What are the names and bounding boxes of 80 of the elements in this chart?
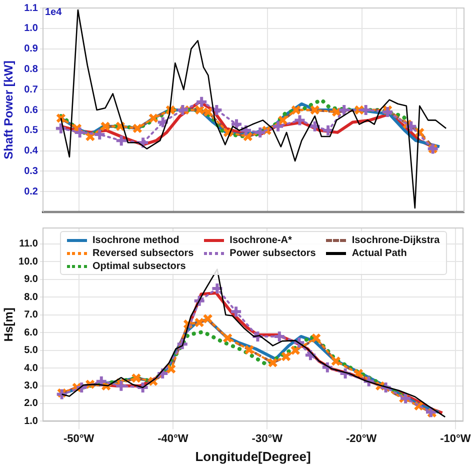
point bbox=[230, 305, 243, 318]
point bbox=[280, 351, 292, 362]
y-tick-label: 0.8 bbox=[24, 64, 38, 75]
y-tick-label: 2.0 bbox=[24, 398, 38, 410]
point bbox=[194, 317, 204, 328]
y-tick-label: 0.9 bbox=[24, 44, 38, 55]
point bbox=[55, 388, 68, 401]
legend-label: Isochrone-A* bbox=[230, 234, 292, 246]
legend-label: Optimal subsectors bbox=[92, 260, 186, 272]
y-tick-label: 5.0 bbox=[24, 345, 38, 356]
legend-label: Power subsectors bbox=[230, 248, 316, 258]
point bbox=[114, 379, 128, 392]
legend-label: Isochrone method bbox=[92, 234, 180, 246]
y-tick-label: 11.0 bbox=[19, 238, 38, 250]
y-axis-title: Shaft Power [kW] bbox=[2, 60, 16, 160]
legend-label: Isochrone-Dijkstra bbox=[352, 234, 440, 246]
y-tick-label: 8.0 bbox=[24, 292, 38, 303]
y-tick-label: 7.0 bbox=[24, 310, 38, 321]
y-tick-label: 10.0 bbox=[18, 256, 38, 268]
y-tick-label: 0.5 bbox=[24, 125, 38, 136]
legend-label: Reversed subsectors bbox=[92, 248, 194, 258]
point bbox=[272, 120, 285, 133]
point bbox=[404, 120, 418, 133]
point bbox=[100, 121, 110, 132]
point bbox=[322, 124, 335, 137]
point bbox=[148, 113, 158, 124]
line-series bbox=[74, 330, 404, 398]
y-tick-label: 0.2 bbox=[24, 186, 38, 198]
point bbox=[73, 126, 86, 139]
y-tick-label: 9.0 bbox=[24, 274, 38, 286]
y-tick-label: 6.0 bbox=[24, 327, 38, 338]
point bbox=[132, 123, 142, 134]
x-tick-label: -50°W bbox=[63, 432, 95, 445]
point bbox=[272, 330, 286, 343]
point bbox=[244, 344, 254, 355]
x-tick-label: -10°W bbox=[440, 432, 472, 445]
point bbox=[268, 358, 278, 368]
point bbox=[194, 104, 205, 116]
point bbox=[222, 333, 233, 344]
point bbox=[176, 104, 190, 116]
y-tick-label: 0.4 bbox=[24, 146, 38, 157]
point bbox=[278, 115, 288, 126]
y-tick-label: 4.0 bbox=[24, 362, 38, 374]
point bbox=[114, 134, 128, 148]
y-axis-title: Hs[m] bbox=[2, 308, 16, 342]
point bbox=[131, 373, 142, 384]
legend-label: Actual Path bbox=[352, 248, 407, 258]
x-tick-label: -40°W bbox=[158, 432, 189, 445]
point bbox=[399, 392, 412, 405]
point bbox=[293, 114, 306, 127]
point bbox=[202, 314, 213, 324]
point bbox=[93, 128, 106, 141]
point bbox=[156, 116, 170, 129]
point bbox=[290, 104, 302, 116]
point bbox=[56, 113, 66, 124]
point bbox=[290, 345, 300, 356]
y-tick-label: 3.0 bbox=[24, 380, 38, 392]
y-tick-label: 0.6 bbox=[24, 104, 38, 116]
y-tick-label: 1.0 bbox=[24, 416, 38, 427]
point bbox=[310, 104, 320, 116]
point bbox=[330, 356, 341, 366]
point bbox=[381, 106, 394, 119]
y-tick-label: 0.3 bbox=[24, 166, 38, 177]
x-axis-title: Longitude[Degree] bbox=[195, 448, 311, 464]
point bbox=[210, 104, 224, 116]
point bbox=[136, 136, 150, 150]
y-tick-label: 1.0 bbox=[24, 23, 38, 34]
point bbox=[311, 333, 322, 344]
x-tick-label: -30°W bbox=[252, 432, 284, 445]
point bbox=[195, 95, 208, 108]
x-tick-label: -20°W bbox=[346, 432, 378, 445]
y-tick-label: 1.1 bbox=[24, 2, 38, 14]
point bbox=[166, 364, 176, 374]
point bbox=[94, 374, 108, 388]
point bbox=[338, 104, 351, 116]
annotation: 1e4 bbox=[45, 6, 62, 18]
point bbox=[353, 368, 364, 379]
point bbox=[359, 104, 372, 116]
y-tick-label: 0.7 bbox=[24, 84, 38, 96]
point bbox=[254, 126, 267, 139]
